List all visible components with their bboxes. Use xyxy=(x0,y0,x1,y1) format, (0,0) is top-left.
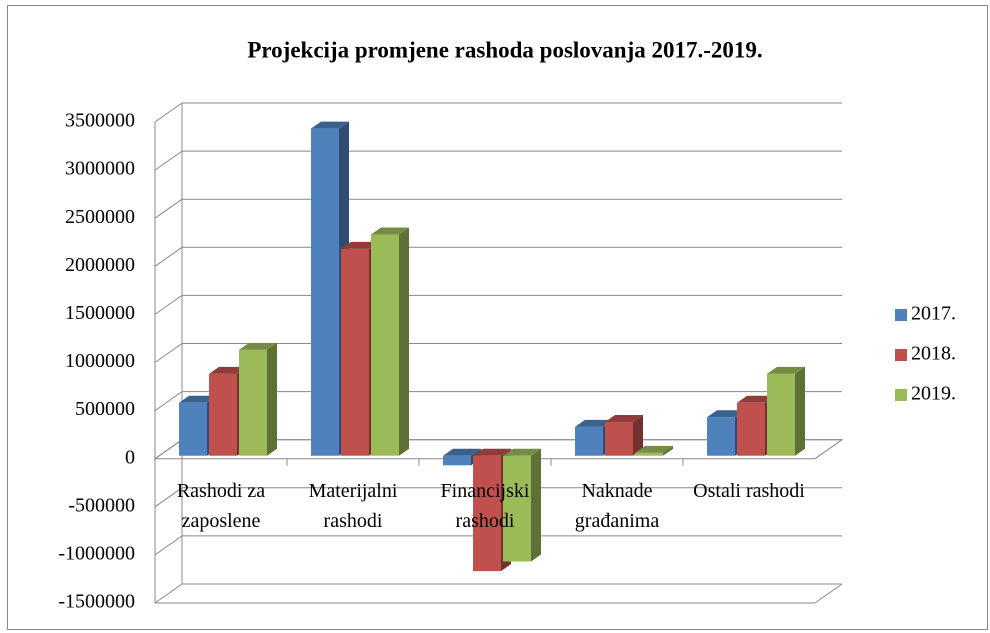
bar-top xyxy=(443,448,481,456)
chart-title: Projekcija promjene rashoda poslovanja 2… xyxy=(247,37,762,62)
y-tick-label: 2500000 xyxy=(65,206,135,228)
bar-side xyxy=(267,342,277,456)
bar xyxy=(575,426,603,456)
bottom-edge-side xyxy=(814,583,843,604)
bar-top xyxy=(605,415,643,423)
bar xyxy=(635,452,663,456)
legend-label: 2017. xyxy=(911,303,956,325)
y-tick-label: 500000 xyxy=(75,398,135,420)
bar-top xyxy=(707,410,745,418)
y-tick-label: -1500000 xyxy=(58,591,135,613)
y-tick-label: 3500000 xyxy=(65,110,135,132)
y-tick-label: 1000000 xyxy=(65,350,135,372)
bar-top xyxy=(737,395,775,403)
legend-label: 2019. xyxy=(911,383,956,405)
bar-top xyxy=(239,342,277,350)
bar-side xyxy=(633,415,643,456)
grid-line-side xyxy=(154,391,183,412)
legend-swatch xyxy=(895,309,907,321)
y-tick-label: -1000000 xyxy=(58,542,135,564)
bar-top xyxy=(635,445,673,453)
bar xyxy=(605,422,633,456)
bar xyxy=(209,373,237,456)
bar-top xyxy=(503,448,541,456)
bar xyxy=(443,455,471,466)
bar xyxy=(503,455,531,562)
floor xyxy=(153,439,844,460)
legend-swatch xyxy=(895,389,907,401)
y-tick-label: 1500000 xyxy=(65,302,135,324)
bar xyxy=(707,417,735,456)
bar-side xyxy=(795,366,805,456)
x-tick-label: Financijski rashodi xyxy=(440,480,530,532)
grid-line-side xyxy=(154,150,183,171)
x-tick-label: Naknade građanima xyxy=(574,480,660,532)
bar xyxy=(311,128,339,456)
y-tick-label: -500000 xyxy=(68,494,135,516)
grid-line-side xyxy=(154,487,183,508)
legend-label: 2018. xyxy=(911,343,956,365)
grid-line-side xyxy=(154,343,183,363)
grid-line-side xyxy=(154,535,183,556)
bar-top xyxy=(371,227,409,235)
bar-top xyxy=(473,448,511,456)
legend-swatch xyxy=(895,349,907,361)
grid-line-side xyxy=(154,246,183,267)
grid-line-side xyxy=(154,198,183,219)
bar xyxy=(737,402,765,456)
bar-top xyxy=(179,395,217,403)
bar-top xyxy=(341,241,379,249)
bar xyxy=(767,373,795,456)
x-tick-label: Materijalni rashodi xyxy=(308,480,398,532)
bar-side xyxy=(663,445,673,456)
bar xyxy=(179,402,207,456)
x-tick-label: Rashodi za zaposlene xyxy=(176,480,266,532)
bar-side xyxy=(399,227,409,456)
y-tick-label: 2000000 xyxy=(65,254,135,276)
bar xyxy=(341,248,369,456)
grid-line-side xyxy=(154,583,183,604)
bar-top xyxy=(209,366,247,374)
bar xyxy=(371,234,399,456)
bar xyxy=(239,349,267,456)
grid-line-side xyxy=(154,102,183,123)
y-tick-label: 0 xyxy=(125,446,135,468)
grid-line-side xyxy=(154,294,183,315)
bar xyxy=(473,455,501,572)
bar-top xyxy=(767,366,805,374)
x-tick-label: Ostali rashodi xyxy=(693,480,805,502)
bar-top xyxy=(575,419,613,427)
bar-top xyxy=(311,121,349,129)
y-tick-label: 3000000 xyxy=(65,158,135,180)
bar-side xyxy=(531,448,541,562)
